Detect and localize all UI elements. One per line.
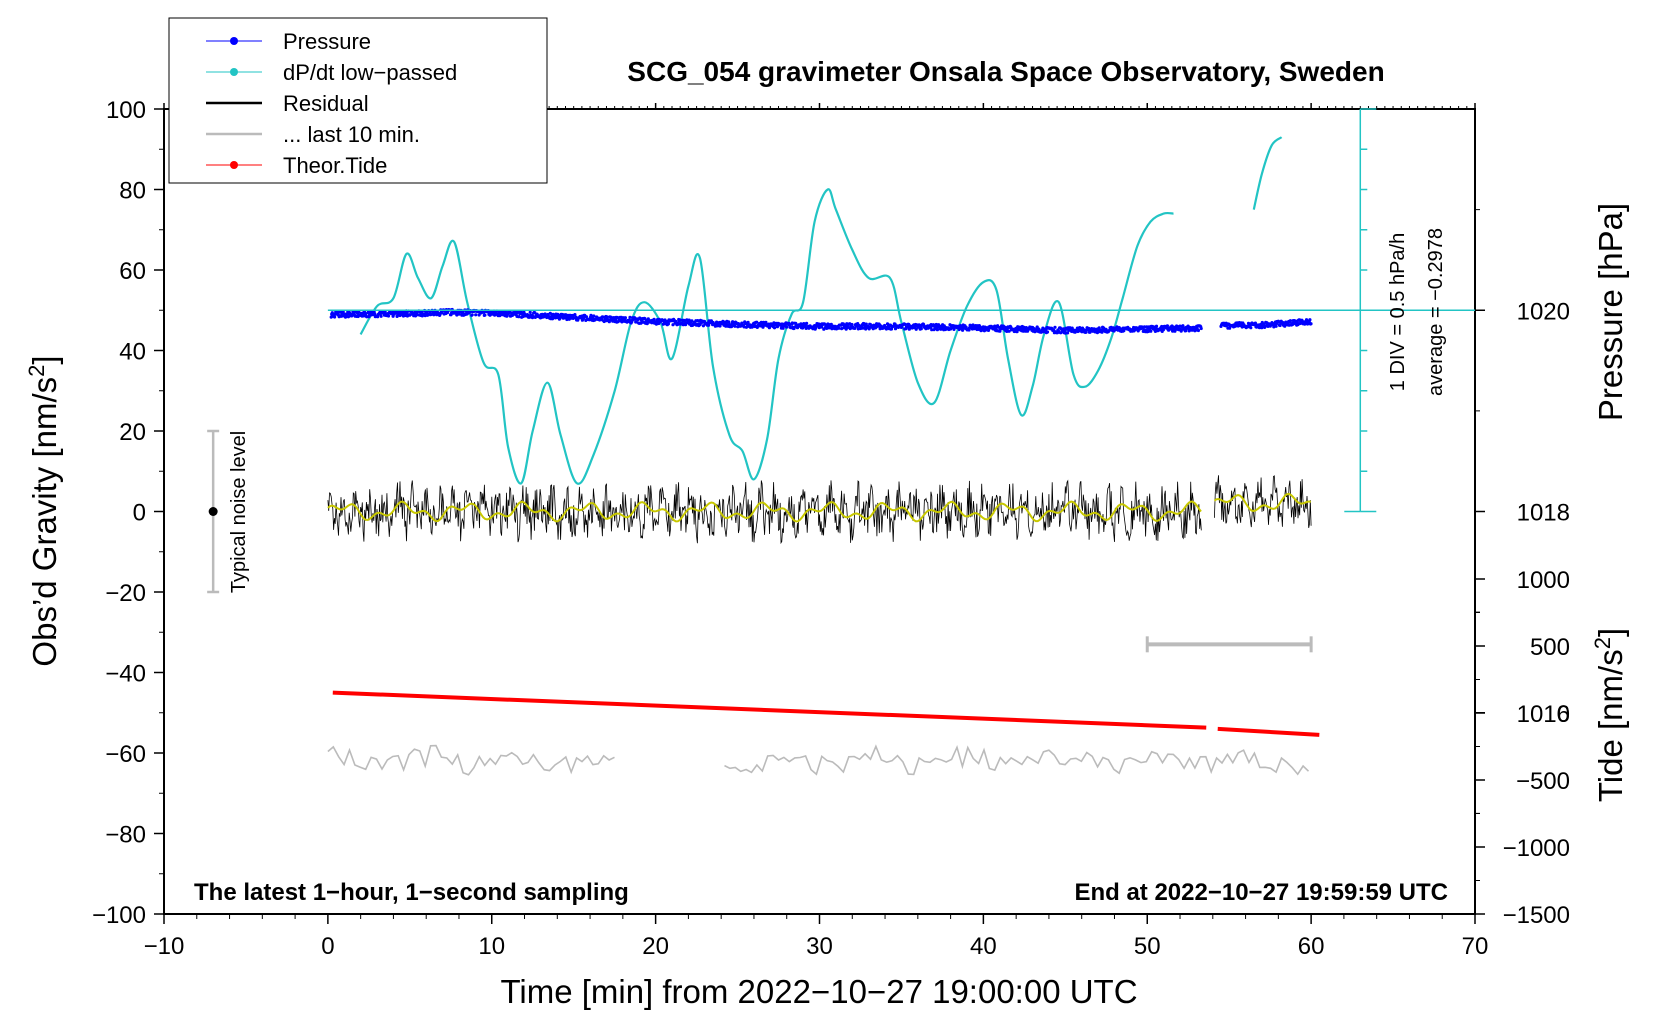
y-axis-label: Obs’d Gravity [nm/s2] bbox=[24, 355, 63, 666]
noise-center-dot bbox=[208, 507, 218, 516]
y-axis-label-close: ] bbox=[26, 355, 63, 364]
tide-tick-label: −1000 bbox=[1503, 835, 1570, 862]
pressure-points bbox=[1219, 318, 1313, 330]
tide-axis-label-sup: 2 bbox=[1590, 637, 1615, 649]
tide-tick-label: 500 bbox=[1530, 634, 1570, 661]
legend: Pressure dP/dt low−passed Residual ... last… bbox=[168, 17, 548, 184]
pressure-points bbox=[329, 307, 1203, 335]
legend-box bbox=[168, 17, 548, 184]
last-10-min-line bbox=[724, 744, 1310, 776]
x-tick-label: −10 bbox=[144, 933, 185, 960]
legend-label: Theor.Tide bbox=[283, 153, 387, 178]
legend-entries: Pressure dP/dt low−passed Residual ... last… bbox=[206, 29, 457, 178]
tide-line bbox=[332, 690, 1207, 730]
pressure-axis-label: Pressure [hPa] bbox=[1592, 203, 1629, 421]
y-tick-label: 0 bbox=[133, 500, 146, 527]
x-tick-label: 40 bbox=[970, 933, 997, 960]
tick-labels: −10 0 10 20 30 40 50 60 70−100−80−60−40−20020406… bbox=[92, 97, 1570, 960]
y-tick-label: 100 bbox=[106, 97, 146, 124]
y-tick-label: −40 bbox=[105, 661, 146, 688]
legend-label: Residual bbox=[283, 91, 369, 116]
tide-tick-label: −500 bbox=[1516, 768, 1570, 795]
pressure-tick-label: 1016 bbox=[1517, 701, 1570, 728]
tide-axis-label: Tide [nm/s2] bbox=[1590, 628, 1629, 802]
chart-title: SCG_054 gravimeter Onsala Space Observat… bbox=[627, 56, 1384, 87]
x-tick-label: 20 bbox=[642, 933, 669, 960]
tide-tick-label: 1000 bbox=[1517, 567, 1570, 594]
x-tick-label: 30 bbox=[806, 933, 833, 960]
y-tick-label: −60 bbox=[105, 741, 146, 768]
legend-marker bbox=[230, 68, 238, 76]
x-tick-label: 60 bbox=[1298, 933, 1325, 960]
legend-label: Pressure bbox=[283, 29, 371, 54]
tide-axis-label-main: Tide [nm/s bbox=[1592, 649, 1629, 802]
y-tick-label: 80 bbox=[119, 178, 146, 205]
residual-line bbox=[327, 479, 1202, 545]
axis-ticks bbox=[154, 103, 1485, 924]
y-tick-label: −100 bbox=[92, 902, 146, 929]
footer-left-note: The latest 1−hour, 1−second sampling bbox=[194, 879, 629, 906]
x-tick-label: 50 bbox=[1134, 933, 1161, 960]
noise-level-label: Typical noise level bbox=[228, 431, 250, 593]
x-axis-label: Time [min] from 2022−10−27 19:00:00 UTC bbox=[500, 973, 1137, 1010]
x-tick-label: 0 bbox=[321, 933, 334, 960]
legend-label: dP/dt low−passed bbox=[283, 60, 457, 85]
y-tick-label: 60 bbox=[119, 258, 146, 285]
tide-axis-label-close: ] bbox=[1592, 628, 1629, 637]
y-tick-label: −20 bbox=[105, 580, 146, 607]
y-tick-label: 40 bbox=[119, 339, 146, 366]
dpdt-scale-label: 1 DIV = 0.5 hPa/h bbox=[1387, 233, 1409, 391]
residual-smoothed-line bbox=[327, 500, 1202, 523]
pressure-tick-label: 1018 bbox=[1517, 500, 1570, 527]
residual-smoothed-line bbox=[1213, 492, 1311, 513]
dpdt-average-label: average = −0.2978 bbox=[1425, 228, 1447, 396]
residual-line bbox=[1214, 475, 1312, 528]
legend-marker bbox=[230, 37, 238, 45]
y-axis-label-sup: 2 bbox=[24, 365, 49, 377]
dpdt-line bbox=[1252, 136, 1283, 210]
tide-tick-label: −1500 bbox=[1503, 902, 1570, 929]
legend-label: ... last 10 min. bbox=[283, 122, 420, 147]
annotations bbox=[207, 108, 1475, 653]
legend-marker bbox=[230, 161, 238, 169]
x-tick-label: 70 bbox=[1462, 933, 1489, 960]
x-tick-label: 10 bbox=[478, 933, 505, 960]
y-tick-label: 20 bbox=[119, 419, 146, 446]
y-axis-label-main: Obs’d Gravity [nm/s bbox=[26, 377, 63, 667]
dpdt-line bbox=[359, 188, 1174, 485]
footer-right-note: End at 2022−10−27 19:59:59 UTC bbox=[1074, 879, 1448, 906]
last-10-min-line bbox=[327, 744, 615, 776]
y-tick-label: −80 bbox=[105, 822, 146, 849]
data-series bbox=[327, 136, 1320, 776]
pressure-tick-label: 1020 bbox=[1517, 298, 1570, 325]
tide-tick-label: 0 bbox=[1557, 701, 1570, 728]
tide-line bbox=[1217, 726, 1320, 737]
